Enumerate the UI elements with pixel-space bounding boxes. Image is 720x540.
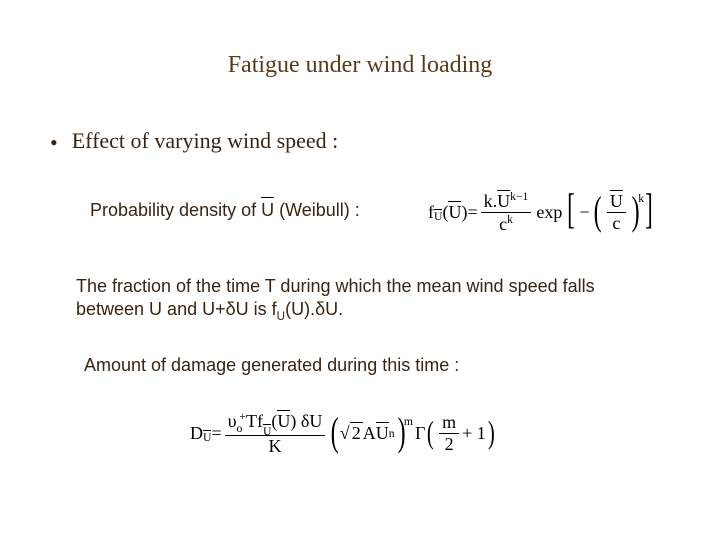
bullet-row: • Effect of varying wind speed : (50, 128, 338, 154)
lbracket-icon: [ (568, 186, 576, 234)
gamma: Γ (415, 423, 425, 444)
bullet-text: Effect of varying wind speed : (72, 128, 339, 154)
m-num: m (439, 412, 459, 433)
exp-n: n (389, 427, 395, 440)
frac1-den-exp: k (507, 213, 513, 226)
nu-sup: + (239, 410, 246, 423)
eq-exp: exp (536, 202, 562, 223)
gamma-lparen-icon: ( (427, 414, 434, 451)
para-l1: The fraction of the time T during which … (76, 276, 595, 296)
bullet-dot: • (50, 132, 58, 154)
probability-label: Probability density of U (Weibull) : (90, 198, 390, 222)
damage-equation: DU = υo+TfU(U) δU K ( 2AUn )m Γ( m 2 + 1… (190, 410, 496, 457)
frac1-k: k. (484, 191, 498, 211)
f-sub: U (263, 425, 271, 438)
eq-minus: − (579, 202, 589, 223)
eq-frac2: U c (607, 191, 626, 234)
para-l2a: between U and U+ (76, 299, 226, 319)
nu: υ (228, 411, 237, 431)
u-bar-symbol: U (261, 198, 274, 222)
ubar2: U (376, 423, 389, 444)
weibull-equation: fU(U) = k.Uk−1 ck exp [ − ( U c )k ] (428, 188, 656, 236)
lparen-big-icon: ( (593, 187, 601, 234)
sqrt-2: 2 (350, 422, 363, 443)
frac2-exp: k (638, 192, 644, 205)
eq-frac1: k.Uk−1 ck (481, 190, 532, 235)
frac1-c: c (499, 214, 507, 234)
Tf: Tf (246, 411, 263, 431)
exp-m: m (404, 415, 413, 428)
eq-f-sub: U (434, 210, 442, 223)
eq-D: D (190, 423, 203, 444)
para-l2c: (U). (285, 299, 315, 319)
lparen2-icon: ( (331, 408, 339, 455)
m-over-2: m 2 (439, 412, 459, 455)
sqrt-symbol: 2 (342, 423, 363, 444)
slide-title: Fatigue under wind loading (0, 52, 720, 79)
den-K: K (225, 435, 326, 457)
para-l2b: U is f (236, 299, 277, 319)
frac1-ubar: U (497, 191, 510, 212)
eq-bigfrac: υo+TfU(U) δU K (225, 410, 326, 457)
para-l2d: U. (325, 299, 343, 319)
nu-sub: o (237, 422, 243, 435)
rbracket-icon: ] (645, 186, 653, 234)
eq-ubar: U (448, 202, 461, 223)
prob-suffix: (Weibull) : (274, 200, 360, 220)
delta-2: δ (315, 299, 325, 319)
frac1-exp: k−1 (510, 190, 528, 203)
frac2-c: c (607, 212, 626, 234)
eq-eq: = (467, 202, 477, 223)
u2: U (309, 411, 322, 431)
damage-label: Amount of damage generated during this t… (84, 355, 459, 376)
eq-D-sub: U (203, 431, 211, 444)
eq-A: A (363, 423, 376, 444)
eq-eq2: = (211, 423, 221, 444)
frac2-ubar: U (610, 191, 623, 212)
delta-1: δ (226, 299, 236, 319)
prob-prefix: Probability density of (90, 200, 261, 220)
gamma-rparen-icon: ) (488, 414, 495, 451)
ubar-num: U (277, 411, 290, 432)
plus-1: + 1 (462, 423, 486, 444)
f-sub-u: U (277, 310, 285, 323)
m-den: 2 (439, 433, 459, 455)
fraction-paragraph: The fraction of the time T during which … (76, 275, 676, 324)
